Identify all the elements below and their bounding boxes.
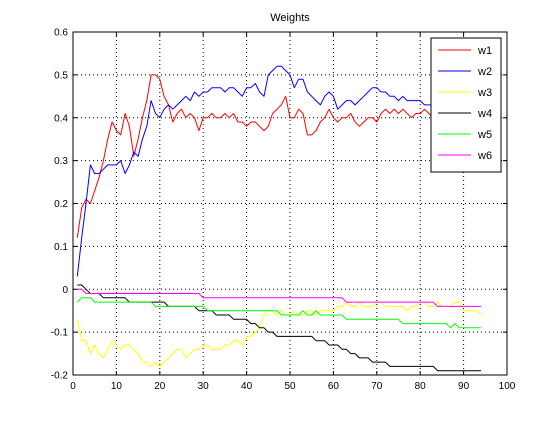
y-tick-label: 0.6 — [54, 28, 68, 39]
y-tick-label: 0 — [62, 285, 68, 296]
x-tick-label: 60 — [328, 381, 340, 392]
y-tick-label: 0.5 — [54, 70, 68, 81]
x-tick-label: 30 — [198, 381, 210, 392]
axis-ticks: 0 10 20 30 40 50 60 70 80 90 100 -0.2 -0.1 0 0.1 0.2 0.3… — [51, 28, 516, 393]
x-tick-label: 100 — [499, 381, 516, 392]
series-layer — [76, 65, 482, 372]
y-tick-label: -0.1 — [51, 328, 69, 339]
x-tick-label: 0 — [70, 381, 76, 392]
y-tick-label: 0.1 — [54, 242, 68, 253]
legend-label-w2: w2 — [477, 66, 492, 78]
x-tick-label: 70 — [371, 381, 383, 392]
y-tick-label: -0.2 — [51, 371, 69, 382]
x-tick-label: 20 — [154, 381, 166, 392]
x-tick-label: 50 — [284, 381, 296, 392]
series-line-w1 — [76, 74, 438, 238]
legend-label-w5: w5 — [477, 129, 492, 141]
chart-title: Weights — [270, 12, 310, 24]
y-tick-label: 0.3 — [54, 156, 68, 167]
legend-box — [430, 37, 502, 173]
legend-label-w4: w4 — [477, 108, 492, 120]
legend-label-w3: w3 — [477, 87, 492, 99]
legend-label-w1: w1 — [477, 45, 492, 57]
x-tick-label: 80 — [415, 381, 427, 392]
x-tick-label: 10 — [111, 381, 123, 392]
legend-label-w6: w6 — [477, 150, 492, 162]
series-line-w2 — [76, 65, 438, 277]
x-tick-label: 90 — [458, 381, 470, 392]
y-tick-label: 0.2 — [54, 199, 68, 210]
series-line-w5 — [76, 297, 481, 329]
legend: w1 w2 w3 w4 w5 w6 — [430, 37, 502, 173]
x-tick-label: 40 — [241, 381, 253, 392]
series-line-w6 — [77, 288, 481, 307]
y-tick-label: 0.4 — [54, 113, 68, 124]
